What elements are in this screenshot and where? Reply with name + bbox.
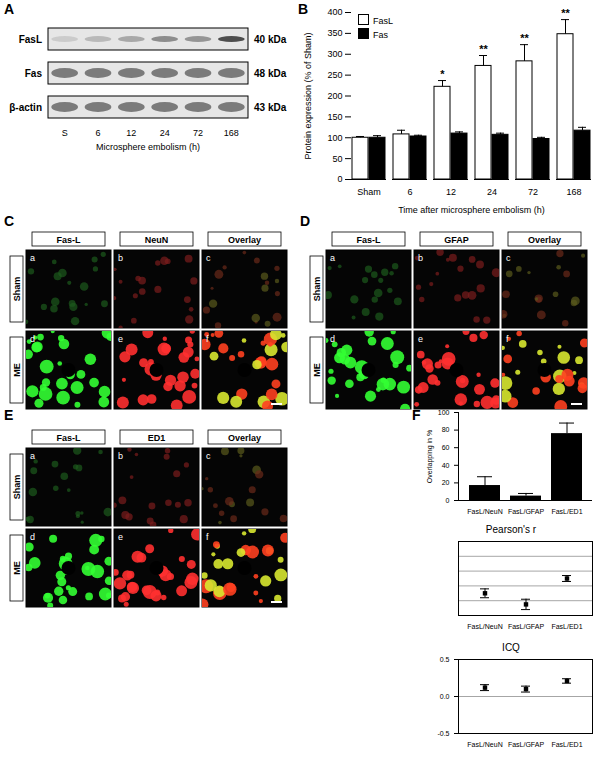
svg-text:*: * (440, 68, 445, 80)
svg-text:48 kDa: 48 kDa (254, 68, 287, 79)
svg-text:Sham: Sham (357, 187, 381, 197)
svg-text:E: E (4, 407, 13, 423)
html-text:ICQ: ICQ (502, 642, 520, 653)
svg-text:a: a (30, 253, 35, 263)
svg-text:12: 12 (126, 128, 136, 138)
svg-text:350: 350 (327, 28, 342, 38)
svg-text:c: c (206, 253, 211, 263)
svg-text:FasL/NeuN: FasL/NeuN (467, 508, 502, 515)
svg-text:FasL: FasL (19, 34, 42, 45)
svg-text:**: ** (561, 7, 570, 19)
svg-text:**: ** (479, 43, 488, 55)
html-text:FasL: FasL (373, 16, 393, 26)
svg-text:β-actin: β-actin (9, 102, 42, 113)
svg-text:Sham: Sham (12, 277, 22, 302)
svg-text:0.5: 0.5 (440, 656, 450, 663)
svg-text:Sham: Sham (312, 277, 322, 302)
svg-text:20: 20 (442, 479, 450, 486)
svg-text:b: b (418, 253, 423, 263)
svg-text:d: d (30, 532, 35, 542)
svg-text:12: 12 (446, 187, 456, 197)
svg-text:FasL/NeuN: FasL/NeuN (467, 741, 502, 748)
svg-text:GFAP: GFAP (444, 235, 469, 245)
svg-text:40 kDa: 40 kDa (254, 34, 287, 45)
svg-text:60: 60 (442, 444, 450, 451)
svg-text:Overlay: Overlay (228, 433, 261, 443)
svg-text:Protein expression (% of Sham): Protein expression (% of Sham) (303, 32, 313, 159)
svg-text:FasL/ED1: FasL/ED1 (551, 623, 582, 630)
svg-text:f: f (206, 532, 209, 542)
svg-text:200: 200 (327, 91, 342, 101)
svg-text:c: c (506, 253, 511, 263)
svg-text:Overlay: Overlay (528, 235, 561, 245)
svg-text:72: 72 (528, 187, 538, 197)
svg-text:FasL/ED1: FasL/ED1 (551, 741, 582, 748)
svg-text:a: a (330, 253, 335, 263)
svg-text:e: e (118, 334, 123, 344)
html-text:Fas: Fas (373, 30, 388, 40)
svg-text:80: 80 (442, 426, 450, 433)
svg-text:c: c (206, 451, 211, 461)
svg-text:d: d (330, 334, 335, 344)
svg-text:Fas-L: Fas-L (356, 235, 381, 245)
svg-text:ME: ME (312, 363, 322, 377)
svg-text:B: B (298, 1, 308, 17)
svg-text:0: 0 (446, 497, 450, 504)
svg-text:FasL/ED1: FasL/ED1 (551, 508, 582, 515)
svg-text:Fas-L: Fas-L (56, 433, 81, 443)
svg-text:FasL/NeuN: FasL/NeuN (467, 623, 502, 630)
svg-text:ED1: ED1 (148, 433, 166, 443)
svg-text:F: F (412, 407, 421, 423)
svg-text:Fas: Fas (25, 68, 43, 79)
svg-text:a: a (30, 451, 35, 461)
svg-text:ME: ME (12, 561, 22, 575)
svg-text:100: 100 (438, 409, 450, 416)
svg-text:-0.5: -0.5 (437, 730, 449, 737)
svg-text:168: 168 (566, 187, 581, 197)
svg-text:24: 24 (160, 128, 170, 138)
svg-text:e: e (418, 334, 423, 344)
svg-text:0.0: 0.0 (440, 693, 450, 700)
svg-text:50: 50 (332, 154, 342, 164)
svg-text:150: 150 (327, 112, 342, 122)
svg-text:FasL/GFAP: FasL/GFAP (508, 623, 545, 630)
svg-text:24: 24 (487, 187, 497, 197)
svg-text:6: 6 (95, 128, 100, 138)
svg-text:40: 40 (442, 462, 450, 469)
svg-text:Overlapping in %: Overlapping in % (426, 430, 434, 483)
svg-text:A: A (4, 1, 14, 17)
svg-text:Sham: Sham (12, 475, 22, 500)
svg-text:Time after microsphere embolis: Time after microsphere embolism (h) (398, 205, 545, 215)
svg-text:72: 72 (193, 128, 203, 138)
svg-text:S: S (62, 128, 68, 138)
svg-text:168: 168 (224, 128, 239, 138)
svg-text:C: C (4, 213, 14, 229)
svg-text:100: 100 (327, 133, 342, 143)
svg-text:FasL/GFAP: FasL/GFAP (508, 508, 545, 515)
svg-text:b: b (118, 451, 123, 461)
svg-text:D: D (300, 213, 310, 229)
svg-text:FasL/GFAP: FasL/GFAP (508, 741, 545, 748)
svg-text:ME: ME (12, 363, 22, 377)
svg-text:250: 250 (327, 70, 342, 80)
svg-text:400: 400 (327, 7, 342, 17)
svg-text:0: 0 (337, 174, 342, 184)
svg-text:NeuN: NeuN (145, 235, 169, 245)
svg-text:e: e (118, 532, 123, 542)
svg-text:6: 6 (407, 187, 412, 197)
html-text:Pearson's r: Pearson's r (485, 524, 537, 535)
svg-text:**: ** (520, 32, 529, 44)
svg-text:Fas-L: Fas-L (56, 235, 81, 245)
svg-text:43 kDa: 43 kDa (254, 102, 287, 113)
svg-text:f: f (206, 334, 209, 344)
svg-text:Microsphere embolism (h): Microsphere embolism (h) (96, 142, 200, 152)
svg-text:300: 300 (327, 49, 342, 59)
svg-text:b: b (118, 253, 123, 263)
svg-text:f: f (506, 334, 509, 344)
svg-text:Overlay: Overlay (228, 235, 261, 245)
svg-text:d: d (30, 334, 35, 344)
